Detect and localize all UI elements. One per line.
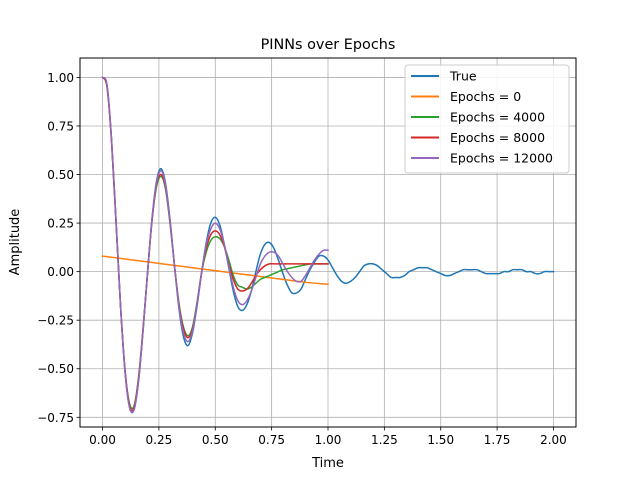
y-tick-label: 0.50	[47, 168, 74, 182]
legend-label-epochs-8000: Epochs = 8000	[450, 130, 545, 145]
legend-label-epochs-12000: Epochs = 12000	[450, 151, 553, 166]
x-tick-label: 1.25	[371, 433, 398, 447]
x-tick-label: 0.50	[202, 433, 229, 447]
y-tick-label: 0.75	[47, 119, 74, 133]
y-axis-label: Amplitude	[8, 209, 23, 276]
series-line-epochs-0	[101, 255, 329, 286]
x-tick-label: 1.50	[427, 433, 454, 447]
y-tick-label: 1.00	[47, 71, 74, 85]
y-tick-label: −0.25	[37, 314, 74, 328]
series-line-epochs-12000	[101, 76, 329, 414]
x-axis-label: Time	[311, 456, 344, 471]
legend-label-true: True	[449, 69, 477, 84]
x-tick-label: 1.75	[484, 433, 511, 447]
legend-frame	[404, 64, 570, 174]
y-tick-label: −0.75	[37, 411, 74, 425]
x-tick-label: 2.00	[540, 433, 567, 447]
x-tick-label: 1.00	[315, 433, 342, 447]
x-tick-label: 0.00	[89, 433, 116, 447]
legend-label-epochs-4000: Epochs = 4000	[450, 110, 545, 125]
x-tick-label: 0.75	[258, 433, 285, 447]
legend: True Epochs = 0 Epochs = 4000 Epochs = 8000…	[404, 64, 570, 174]
y-tick-label: −0.50	[37, 362, 74, 376]
x-axis-ticks: 0.00 0.25 0.50 0.75 1.00 1.25 1.50 1.75 2.00	[89, 427, 567, 447]
y-tick-label: 0.00	[47, 265, 74, 279]
legend-label-epochs-0: Epochs = 0	[450, 89, 521, 104]
chart-title: PINNs over Epochs	[261, 37, 396, 53]
legend-entries: True Epochs = 0 Epochs = 4000 Epochs = 8000…	[411, 69, 553, 166]
x-tick-label: 0.25	[146, 433, 173, 447]
y-tick-label: 0.25	[47, 217, 74, 231]
y-axis-ticks: −0.75 −0.50 −0.25 0.00 0.25 0.50 0.75 1.00	[37, 71, 80, 425]
series-lines	[101, 76, 555, 414]
